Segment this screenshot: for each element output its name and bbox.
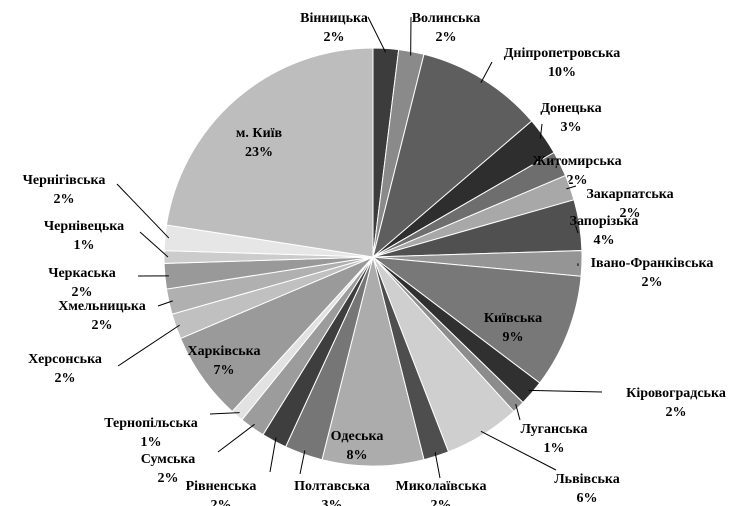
leader-line	[299, 450, 306, 475]
slice-name: Тернопільська	[104, 416, 198, 431]
pie-slice	[321, 256, 425, 467]
slice-value: 2%	[92, 318, 113, 333]
slice-name: Волинська	[412, 11, 481, 26]
slice-name: Дніпропетровська	[504, 46, 620, 61]
pie-slice	[165, 47, 374, 258]
leader-line	[528, 389, 603, 393]
slice-value: 2%	[642, 275, 663, 290]
leader-line	[575, 225, 579, 234]
slice-name: Чернівецька	[44, 219, 124, 234]
slice-name: Черкаська	[48, 266, 116, 281]
slice-name: Житомирська	[532, 154, 621, 169]
leader-line	[116, 183, 170, 239]
slice-value: 10%	[548, 65, 576, 80]
slice-value: 3%	[322, 498, 343, 506]
slice-value: 2%	[666, 405, 687, 420]
slice-name: Луганська	[521, 422, 588, 437]
slice-value: 2%	[436, 30, 457, 45]
slice-name: Сумська	[141, 452, 196, 467]
slice-value: 2%	[324, 30, 345, 45]
slice-value: 1%	[141, 435, 162, 450]
slice-value: 2%	[620, 206, 641, 221]
slice-value: 1%	[74, 238, 95, 253]
slice-value: 2%	[567, 173, 588, 188]
slice-value: 4%	[594, 233, 615, 248]
pie-slice	[371, 256, 582, 384]
leader-line	[157, 300, 173, 307]
leader-line	[515, 404, 521, 421]
slice-name: Львівська	[554, 472, 620, 487]
slice-name: Івано-Франківська	[591, 256, 714, 271]
slice-value: 2%	[54, 192, 75, 207]
slice-name: м. Київ	[236, 126, 283, 141]
slice-value: 2%	[211, 498, 232, 506]
leader-line	[217, 423, 255, 453]
leader-line	[434, 452, 441, 479]
slice-name: Чернігівська	[23, 173, 106, 188]
slice-name: Запорізька	[570, 214, 639, 229]
leader-line	[555, 165, 557, 169]
slice-name: Вінницька	[300, 11, 368, 26]
slice-value: 2%	[431, 498, 452, 506]
leader-line	[117, 324, 180, 367]
leader-line	[209, 412, 240, 415]
slice-value: 2%	[72, 285, 93, 300]
slice-name: Хмельницька	[58, 299, 146, 314]
leader-line	[480, 61, 493, 83]
leader-line	[139, 231, 169, 258]
slice-name: Одеська	[331, 429, 384, 444]
leader-line	[367, 16, 387, 53]
leader-line	[480, 430, 557, 471]
leader-line	[539, 123, 543, 139]
slice-value: 2%	[55, 371, 76, 386]
leader-line	[566, 185, 577, 190]
slice-name: Полтавська	[294, 479, 370, 494]
slice-name: Донецька	[540, 101, 601, 116]
slice-value: 1%	[544, 441, 565, 456]
slice-name: Херсонська	[28, 352, 102, 367]
slice-value: 2%	[158, 471, 179, 486]
slice-value: 9%	[503, 330, 524, 345]
slice-name: Рівненська	[186, 479, 257, 494]
leader-line	[269, 437, 277, 473]
slice-name: Миколаївська	[396, 479, 487, 494]
slice-value: 23%	[245, 145, 273, 160]
slice-name: Закарпатська	[586, 187, 673, 202]
slice-value: 8%	[347, 448, 368, 463]
slice-value: 6%	[577, 491, 598, 506]
slice-name: Київська	[484, 311, 542, 326]
slice-value: 7%	[214, 363, 235, 378]
slice-name: Харківська	[187, 344, 260, 359]
slice-name: Кіровоградська	[626, 386, 726, 401]
slice-value: 3%	[561, 120, 582, 135]
